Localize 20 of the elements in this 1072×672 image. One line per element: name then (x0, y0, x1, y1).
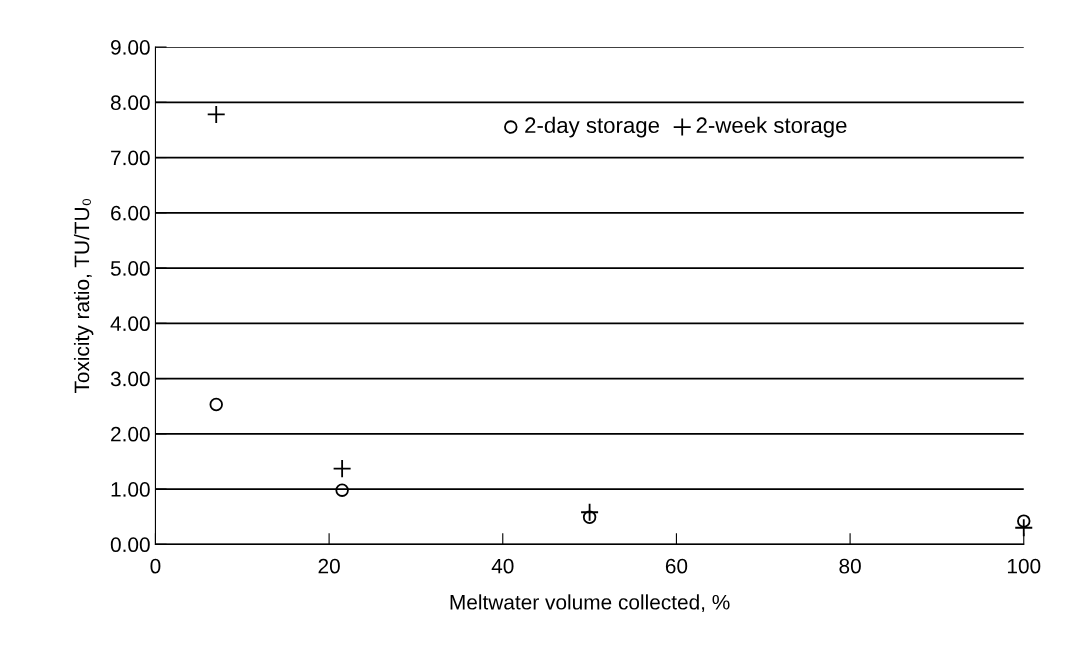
y-tick-label: 2.00 (111, 426, 150, 442)
y-tick-label: 3.00 (110, 371, 150, 387)
legend-label: 2-day storage (525, 116, 660, 138)
y-tick-label: 4.00 (110, 316, 150, 332)
x-tick-label: 60 (665, 558, 688, 574)
y-axis-title: Toxicity ratio, TU/TU₀ (73, 198, 94, 394)
y-tick-label: 0.00 (110, 537, 150, 553)
y-tick-label: 9.00 (111, 40, 150, 55)
legend-label: 2-week storage (696, 116, 847, 138)
x-tick-label: 100 (1007, 558, 1041, 574)
x-tick-label: 20 (318, 558, 340, 574)
y-tick-label: 5.00 (110, 261, 150, 276)
y-tick-label: 1.00 (111, 482, 150, 497)
x-tick-label: 80 (839, 558, 861, 574)
y-tick-label: 6.00 (111, 205, 150, 221)
y-tick-label: 7.00 (111, 150, 150, 166)
x-tick-label: 40 (491, 558, 514, 574)
x-axis-title: Meltwater volume collected, % (450, 594, 730, 613)
x-tick-label: 0 (150, 558, 161, 574)
y-tick-label: 8.00 (110, 95, 150, 111)
